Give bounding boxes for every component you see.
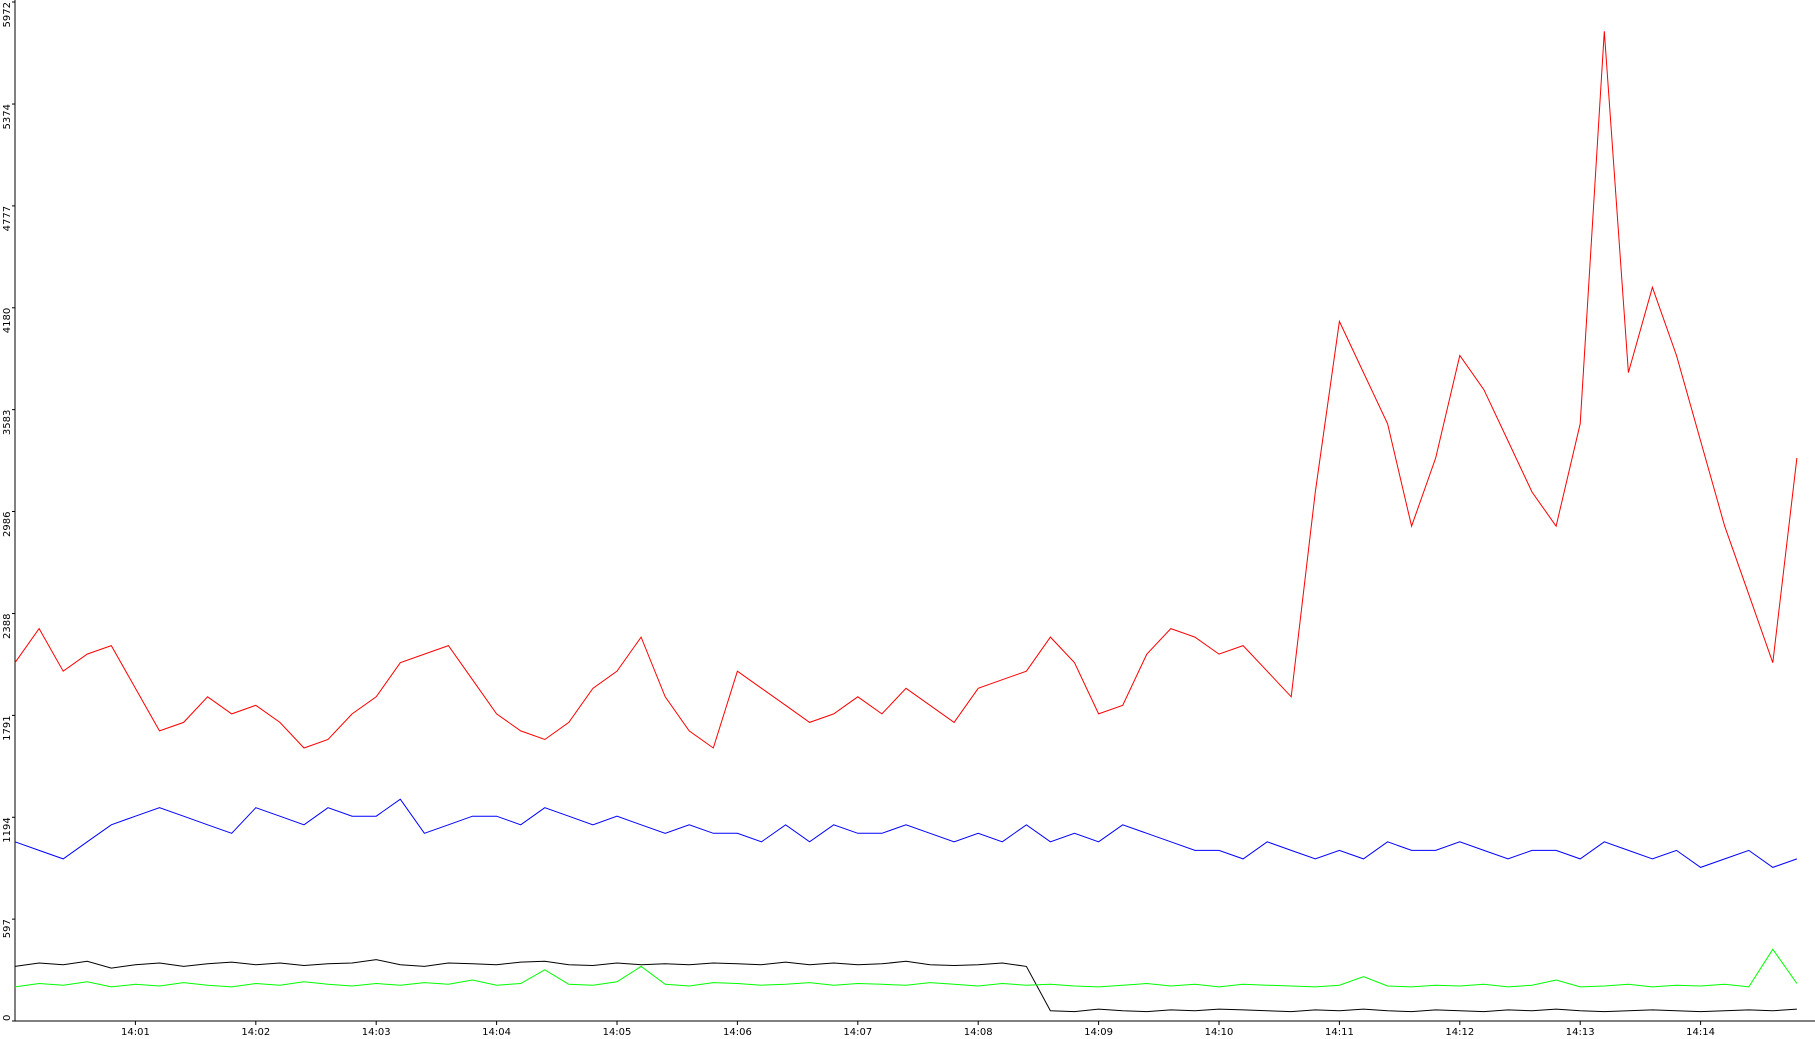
x-tick-label: 14:04 (482, 1027, 511, 1038)
series-line (14, 798, 1798, 868)
y-tick-label: 2388 (2, 614, 13, 639)
y-tick-label: 1791 (2, 715, 13, 740)
y-tick-label: 0 (2, 1015, 13, 1021)
x-tick-label: 14:02 (241, 1027, 270, 1038)
x-tick-label: 14:11 (1325, 1027, 1354, 1038)
series-line (14, 948, 1798, 988)
x-tick-label: 14:07 (843, 1027, 872, 1038)
x-tick-label: 14:03 (362, 1027, 391, 1038)
series-line (14, 31, 1798, 749)
y-tick-label: 597 (2, 919, 13, 938)
series-line (14, 959, 1797, 1013)
y-tick-label: 5972 (2, 2, 13, 27)
y-tick-label: 3583 (2, 410, 13, 435)
y-tick-label: 2986 (2, 512, 13, 537)
x-tick-label: 14:13 (1566, 1027, 1595, 1038)
y-tick-label: 5374 (2, 104, 13, 129)
x-tick-label: 14:01 (121, 1027, 150, 1038)
y-tick-label: 4777 (2, 206, 13, 231)
x-tick-label: 14:08 (964, 1027, 993, 1038)
y-tick-label: 1194 (2, 817, 13, 842)
x-tick-label: 14:05 (603, 1027, 632, 1038)
y-tick-label: 4180 (2, 308, 13, 333)
x-tick-label: 14:12 (1445, 1027, 1474, 1038)
x-tick-label: 14:10 (1205, 1027, 1234, 1038)
x-tick-label: 14:06 (723, 1027, 752, 1038)
x-tick-label: 14:09 (1084, 1027, 1113, 1038)
x-tick-label: 14:14 (1686, 1027, 1715, 1038)
